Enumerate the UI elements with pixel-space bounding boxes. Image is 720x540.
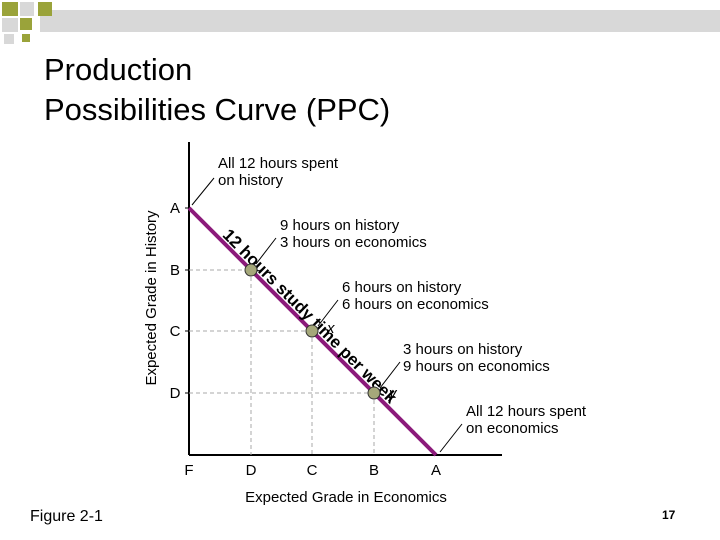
y-tick-label: C [170,323,181,340]
deco-square [2,2,18,16]
deco-square [20,2,34,16]
y-tick-label: D [170,385,181,402]
data-point [305,324,319,338]
deco-square [4,34,14,44]
deco-bar [40,10,720,32]
point-annotation: 9 hours on economics [403,358,550,375]
title-line-2: Possibilities Curve (PPC) [44,92,391,127]
annotation-leader [439,423,463,453]
figure-label: Figure 2-1 [30,508,103,525]
annotation-leader [317,299,339,327]
point-annotation: 3 hours on history [403,341,523,358]
deco-square [38,2,52,16]
point-label: y [388,385,398,402]
x-tick-label: F [184,462,193,479]
deco-square [2,18,18,32]
data-point [367,386,381,400]
point-label: x [326,320,335,337]
endpoint-annotation: on history [218,172,284,189]
page-number: 17 [662,508,676,522]
slide-title: Production Possibilities Curve (PPC) [44,50,390,130]
deco-square [20,18,32,30]
x-tick-label: D [246,462,257,479]
point-annotation: 9 hours on history [280,217,400,234]
endpoint-annotation: All 12 hours spent [466,403,587,420]
x-tick-label: A [431,462,441,479]
point-annotation: 3 hours on economics [280,234,427,251]
point-annotation: 6 hours on history [342,279,462,296]
endpoint-annotation: All 12 hours spent [218,155,339,172]
y-tick-label: B [170,262,180,279]
annotation-leader [255,237,277,265]
annotation-leader [379,361,401,389]
x-tick-label: B [369,462,379,479]
x-tick-label: C [307,462,318,479]
slide-decoration [2,2,720,44]
annotation-leader [191,177,215,206]
y-tick-label: A [170,200,180,217]
data-point [244,263,258,277]
y-axis-title: Expected Grade in History [143,210,160,386]
endpoint-annotation: on economics [466,420,559,437]
title-line-1: Production [44,52,193,87]
deco-square [22,34,30,42]
curve-label: 12 hours study time per week [219,225,401,407]
point-annotation: 6 hours on economics [342,296,489,313]
x-axis-title: Expected Grade in Economics [245,489,447,506]
